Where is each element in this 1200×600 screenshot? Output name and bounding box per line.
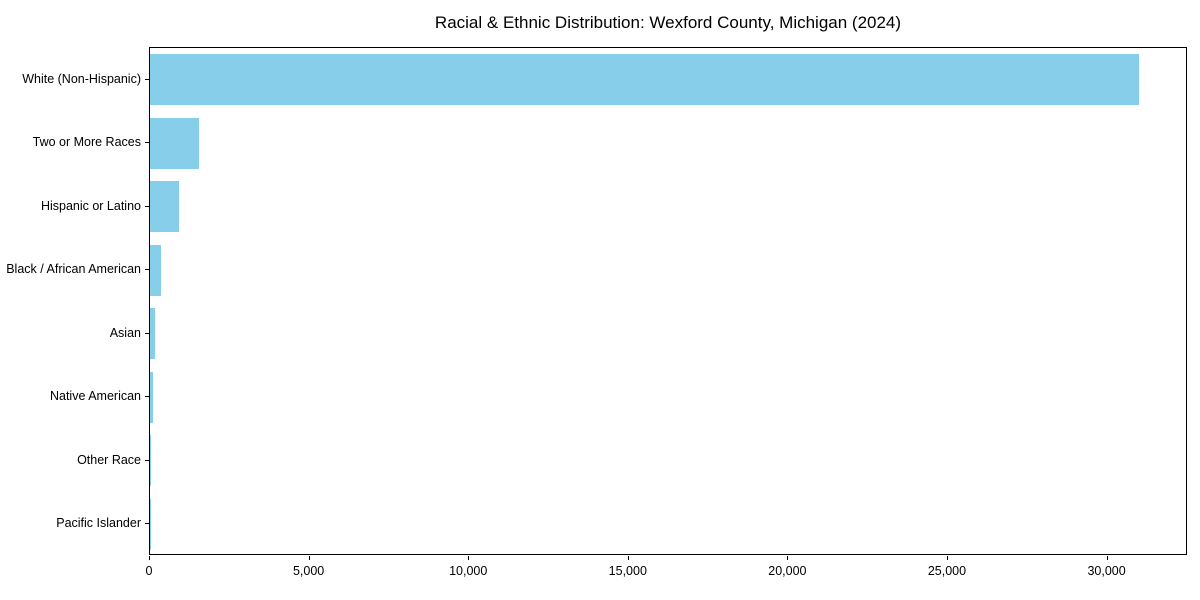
y-tick-label-hispanic-or-latino: Hispanic or Latino [40,198,141,213]
x-axis-tick [627,556,629,560]
bar-other-race [150,435,151,487]
y-tick-label-other-race: Other Race [77,452,141,467]
y-axis-tick [145,459,149,461]
y-axis-tick [145,269,149,271]
y-tick-label-white-non-hispanic: White (Non-Hispanic) [22,71,141,86]
y-tick-label-pacific-islander: Pacific Islander [56,516,141,531]
x-tick-label-20000: 20,000 [768,564,807,578]
x-axis-tick [1106,556,1108,560]
bar-native-american [150,371,154,423]
y-tick-label-black-african-american: Black / African American [6,262,141,277]
y-axis-tick [145,78,149,80]
bar-asian [150,308,156,360]
plot-area [149,47,1187,555]
y-axis-tick [145,142,149,144]
x-axis-tick [946,556,948,560]
x-tick-label-15000: 15,000 [608,564,647,578]
x-axis-tick [149,556,150,560]
x-tick-label-25000: 25,000 [927,564,967,578]
x-tick-label-10000: 10,000 [449,564,488,578]
bar-hispanic-or-latino [150,181,179,233]
y-tick-label-two-or-more-races: Two or More Races [32,135,141,150]
y-axis-tick [145,332,149,334]
y-tick-label-native-american: Native American [49,389,141,404]
x-axis-tick [468,556,470,560]
x-tick-label-5000: 5,000 [292,564,325,578]
y-axis-tick [145,205,149,207]
x-tick-label-0: 0 [145,564,153,578]
y-tick-label-asian: Asian [109,325,141,340]
bar-two-or-more-races [150,117,200,169]
bar-white-non-hispanic [150,54,1139,106]
x-tick-label-30000: 30,000 [1087,564,1126,578]
bar-black-african-american [150,244,162,296]
y-axis-tick [145,396,149,398]
y-axis-tick [145,523,149,525]
x-axis-tick [308,556,310,560]
x-axis-tick [787,556,789,560]
chart-title: Racial & Ethnic Distribution: Wexford Co… [434,13,902,32]
